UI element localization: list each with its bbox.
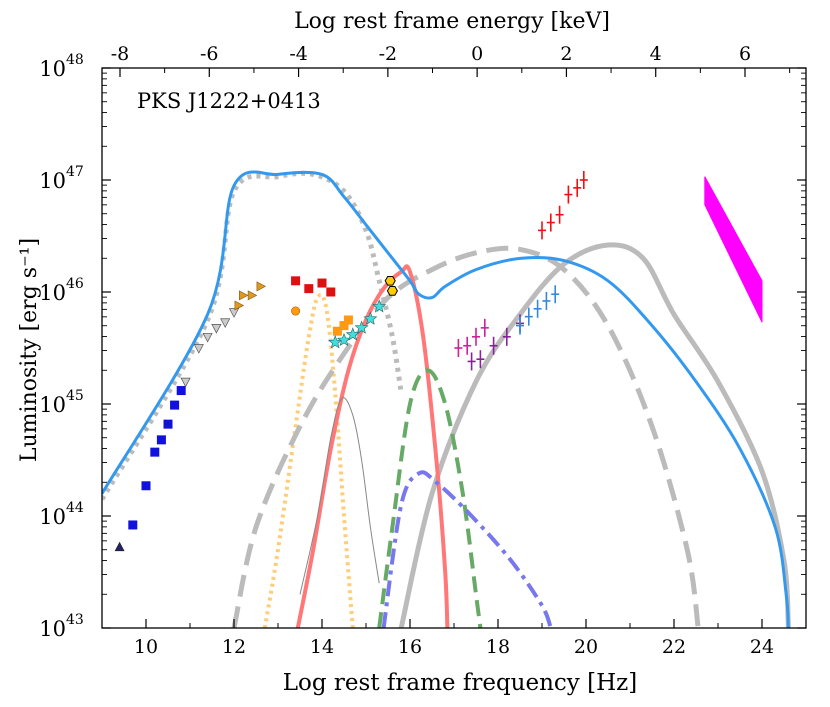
marker-mm-4 — [220, 318, 231, 328]
marker-ir-0 — [234, 300, 245, 311]
top-tick-label: 4 — [650, 43, 662, 65]
series-line-corona — [377, 368, 483, 628]
x-axis-label: Log rest frame frequency [Hz] — [283, 670, 637, 696]
marker-uvot-0 — [332, 326, 342, 336]
y-tick-exponent: 43 — [66, 612, 84, 628]
marker-ir-2 — [247, 290, 258, 301]
y-tick-exponent: 45 — [66, 388, 84, 404]
top-tick-label: -6 — [200, 43, 219, 65]
bowtie-fermi-lat — [704, 176, 763, 323]
x-tick-label: 16 — [398, 636, 422, 658]
marker-nustar-2 — [533, 299, 542, 318]
marker-galex-0 — [384, 276, 396, 286]
marker-nustar-0 — [516, 316, 524, 335]
series-line-synchrotron — [102, 170, 404, 501]
marker-mm-0 — [180, 377, 191, 388]
marker-sdss-0 — [328, 335, 343, 349]
x-tick-label: 24 — [750, 636, 774, 658]
top-tick-label: -4 — [289, 43, 308, 65]
y-tick-label: 10 — [39, 393, 66, 417]
marker-xrt-hard-3 — [502, 327, 511, 346]
marker-radio-6 — [176, 386, 186, 396]
top-tick-label: 6 — [739, 43, 751, 65]
marker-sdss-1 — [337, 332, 351, 347]
marker-bat-3 — [564, 185, 573, 204]
marker-radio-5 — [170, 400, 180, 410]
x-tick-label: 18 — [486, 636, 510, 658]
series-line-disk — [295, 264, 450, 628]
marker-nustar-4 — [551, 285, 560, 304]
marker-ir-1 — [239, 290, 249, 301]
marker-nustar-3 — [542, 291, 551, 310]
series-line-ec — [398, 242, 791, 628]
marker-radio-3 — [156, 435, 166, 445]
y-tick-label: 10 — [39, 281, 66, 305]
marker-wise-2 — [317, 278, 327, 288]
y-tick-label: 10 — [39, 505, 66, 529]
marker-bat-0 — [538, 221, 546, 240]
x-tick-label: 20 — [574, 636, 598, 658]
marker-mm-5 — [228, 308, 240, 318]
marker-bat-4 — [573, 178, 582, 197]
source-annotation: PKS J1222+0413 — [137, 89, 321, 113]
marker-radio-2 — [150, 447, 160, 457]
marker-xrt-hard-1 — [476, 350, 485, 369]
marker-sdss-3 — [354, 320, 369, 334]
marker-bat-5 — [579, 171, 588, 189]
x-tick-label: 12 — [222, 636, 246, 658]
series-line-thermal — [262, 292, 355, 628]
plot-area — [102, 170, 791, 628]
series-line-blr — [381, 470, 553, 628]
marker-radio-early-0 — [114, 541, 125, 552]
marker-sdss-4 — [363, 311, 378, 325]
top-tick-label: -8 — [111, 43, 130, 65]
series-line-template — [299, 397, 380, 595]
y-tick-label: 10 — [39, 57, 66, 81]
top-tick-label: 0 — [471, 43, 483, 65]
marker-radio-0 — [128, 520, 138, 530]
marker-xrt-hard-2 — [489, 336, 498, 355]
marker-wise-3 — [326, 287, 336, 297]
marker-wise-1 — [304, 284, 314, 294]
y-axis-label: Luminosity [erg s⁻¹] — [17, 238, 42, 462]
x-tick-label: 10 — [134, 636, 158, 658]
y-tick-exponent: 48 — [66, 52, 84, 68]
marker-wise-0 — [291, 276, 301, 286]
marker-bat-2 — [555, 205, 564, 224]
marker-xrt-0 — [454, 339, 463, 357]
plot-frame — [101, 67, 807, 629]
marker-xrt-2 — [472, 327, 480, 346]
marker-bat-1 — [546, 213, 555, 232]
marker-ir-3 — [256, 281, 267, 292]
top-tick-label: -2 — [379, 43, 398, 65]
x-tick-label: 14 — [310, 636, 334, 658]
y-tick-exponent: 44 — [66, 500, 84, 516]
marker-xrt-hard-0 — [467, 352, 476, 371]
marker-sdss-2 — [345, 327, 360, 341]
top-axis-label: Log rest frame energy [keV] — [294, 9, 610, 34]
marker-radio-1 — [141, 481, 151, 491]
marker-mm-1 — [193, 344, 204, 354]
marker-radio-4 — [163, 419, 173, 429]
marker-xrt-3 — [480, 318, 489, 337]
y-tick-exponent: 46 — [66, 276, 84, 292]
marker-sdss-5 — [372, 299, 387, 313]
y-tick-exponent: 47 — [66, 164, 84, 180]
top-tick-label: 2 — [560, 43, 572, 65]
series-line-ssc — [231, 245, 701, 628]
marker-mm-2 — [202, 332, 213, 343]
marker-xrt-1 — [463, 336, 472, 355]
series-line-total — [102, 170, 790, 628]
y-tick-label: 10 — [39, 617, 66, 641]
marker-galex-1 — [386, 286, 398, 296]
x-tick-label: 22 — [662, 636, 686, 658]
marker-optical-0 — [291, 306, 301, 316]
y-tick-label: 10 — [39, 169, 66, 193]
marker-mm-3 — [211, 323, 222, 334]
marker-uvot-2 — [343, 315, 353, 325]
marker-nustar-1 — [524, 307, 533, 326]
